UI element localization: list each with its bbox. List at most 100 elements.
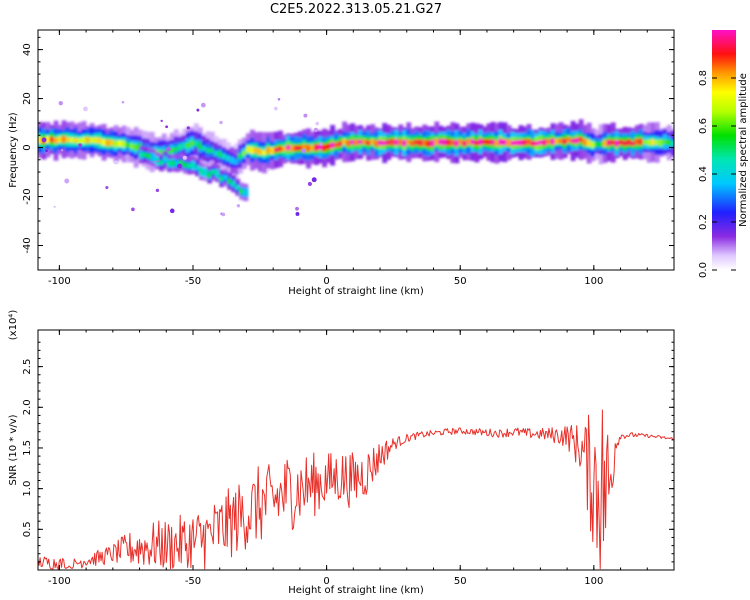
heatmap-cell <box>61 135 67 143</box>
heatmap-speckle <box>83 106 88 112</box>
heatmap-cell <box>666 139 672 146</box>
heatmap-cell <box>418 139 424 146</box>
heatmap-cell <box>602 140 608 147</box>
heatmap-cell <box>310 145 316 151</box>
heatmap-speckle <box>311 177 317 183</box>
heatmap-speckle <box>169 208 175 214</box>
heatmap-speckle <box>315 121 320 126</box>
heatmap-speckle <box>319 142 323 146</box>
spectrogram-panel: -100 -50 0 50 100 40 20 0 -20 -40 Height of strai… <box>8 29 675 297</box>
heatmap-cell <box>69 137 75 143</box>
x-tick-label: -100 <box>48 276 71 287</box>
heatmap-cell <box>582 138 588 146</box>
heatmap-cell <box>53 137 59 144</box>
heatmap-cell <box>57 136 63 143</box>
heatmap-cell <box>181 142 187 150</box>
snr-xlabel: Height of straight line (km) <box>288 585 424 596</box>
heatmap-cell <box>290 145 296 152</box>
heatmap-speckle <box>45 149 48 153</box>
heatmap-cell <box>390 138 396 146</box>
heatmap-cell <box>366 140 372 146</box>
heatmap-cell <box>438 138 444 145</box>
heatmap-cell <box>426 140 432 147</box>
heatmap-cell <box>294 145 300 151</box>
heatmap-cell <box>486 139 492 145</box>
heatmap-cell <box>177 143 183 151</box>
heatmap-cell <box>227 178 233 184</box>
heatmap-cell <box>191 162 197 168</box>
snr-ylabel: SNR (10 * v/v) <box>8 414 19 485</box>
heatmap-cell <box>410 140 416 147</box>
heatmap-cell <box>538 140 544 145</box>
heatmap-cell <box>658 139 664 147</box>
heatmap-cell <box>269 147 275 155</box>
heatmap-cell <box>462 140 468 147</box>
heatmap-speckle <box>186 126 190 130</box>
y-tick-label: 2.5 <box>22 359 33 375</box>
heatmap-cell <box>77 138 83 144</box>
heatmap-cell <box>406 139 412 145</box>
heatmap-cell <box>302 144 308 150</box>
heatmap-cell <box>183 162 189 168</box>
heatmap-cell <box>606 139 612 147</box>
heatmap-cell <box>169 147 175 154</box>
heatmap-speckle <box>221 212 226 217</box>
heatmap-speckle <box>219 120 223 125</box>
heatmap-cell <box>670 140 674 147</box>
heatmap-cell <box>49 136 55 143</box>
heatmap-speckle <box>60 149 64 152</box>
heatmap-cell <box>550 138 556 145</box>
heatmap-cell <box>239 188 245 194</box>
heatmap-speckle <box>313 127 319 132</box>
heatmap-cell <box>514 140 520 146</box>
x-tick-label: 100 <box>584 276 603 287</box>
heatmap-speckle <box>277 97 281 101</box>
chart-title: C2E5.2022.313.05.21.G27 <box>270 2 442 17</box>
heatmap-cell <box>231 181 237 187</box>
heatmap-cell <box>38 136 43 144</box>
heatmap-cell <box>219 176 225 181</box>
heatmap-cell <box>598 141 604 147</box>
heatmap-cell <box>646 139 652 146</box>
heatmap-cell <box>590 141 596 148</box>
snr-frame <box>37 329 675 571</box>
heatmap-cell <box>618 139 624 145</box>
y-tick-label: 1.0 <box>22 481 33 497</box>
heatmap-speckle <box>58 100 63 106</box>
heatmap-cell <box>466 138 472 145</box>
heatmap-cell <box>378 139 384 146</box>
spectrogram-frame <box>37 29 675 271</box>
y-tick-label: -40 <box>22 237 33 253</box>
heatmap-cells <box>38 119 674 202</box>
heatmap-cell <box>446 139 452 146</box>
heatmap-speckle <box>156 160 159 163</box>
spectrogram-xlabel: Height of straight line (km) <box>288 286 424 297</box>
heatmap-speckle <box>41 137 47 143</box>
heatmap-cell <box>490 139 496 146</box>
heatmap-cell <box>506 139 512 146</box>
snr-ticks: -100 -50 0 50 100 0.5 1.0 1.5 2.0 2.5 <box>22 330 675 587</box>
heatmap-cell <box>129 143 135 149</box>
heatmap-cell <box>306 144 312 152</box>
y-tick-label: 0.5 <box>22 521 33 537</box>
heatmap-cell <box>249 146 255 154</box>
heatmap-cell <box>165 149 171 155</box>
x-tick-label: 0 <box>323 276 329 287</box>
heatmap-cell <box>109 139 115 146</box>
heatmap-cell <box>594 141 600 148</box>
heatmap-cell <box>610 139 616 146</box>
heatmap-cell <box>626 139 632 146</box>
heatmap-cell <box>370 139 376 145</box>
heatmap-cell <box>458 139 464 146</box>
heatmap-speckle <box>274 106 278 111</box>
x-tick-label: -100 <box>48 576 71 587</box>
heatmap-cell <box>374 140 380 147</box>
heatmap-speckle <box>155 188 160 193</box>
heatmap-cell <box>542 139 548 146</box>
heatmap-cell <box>502 139 508 146</box>
heatmap-cell <box>442 138 448 146</box>
heatmap-cell <box>662 139 668 145</box>
x-tick-label: 0 <box>323 576 329 587</box>
heatmap-cell <box>546 139 552 145</box>
heatmap-cell <box>518 139 524 146</box>
